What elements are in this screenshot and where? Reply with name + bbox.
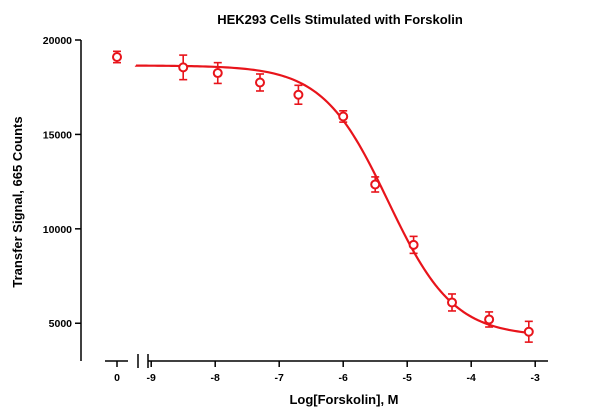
data-point <box>447 293 457 312</box>
data-point <box>293 84 304 105</box>
x-tick-label: -6 <box>339 372 348 384</box>
x-tick-label: -5 <box>403 372 412 384</box>
data-point <box>408 235 419 255</box>
y-tick-label: 5000 <box>49 318 73 330</box>
x-tick-label: -4 <box>467 372 476 384</box>
x-tick-label: -7 <box>275 372 284 384</box>
data-point <box>212 61 223 85</box>
y-axis-label: Transfer Signal, 665 Counts <box>10 116 25 287</box>
x-ticks: -9 -8 -7 -6 -5 -4 -3 <box>147 361 540 384</box>
chart-title: HEK293 Cells Stimulated with Forskolin <box>217 12 463 27</box>
data-point-marker <box>255 77 265 88</box>
data-point-marker <box>484 314 495 325</box>
data-point-marker <box>338 111 349 122</box>
x-tick-label: -3 <box>531 372 540 384</box>
plot-area <box>112 50 534 343</box>
data-point <box>255 73 265 92</box>
x-tick-label: -8 <box>211 372 220 384</box>
data-point <box>523 320 534 343</box>
fit-curve <box>134 64 529 334</box>
y-tick-label: 10000 <box>43 224 72 236</box>
data-point <box>338 110 349 123</box>
data-point-marker <box>408 239 419 250</box>
y-ticks: 5000 10000 15000 20000 <box>43 35 81 330</box>
y-axis: 5000 10000 15000 20000 <box>43 35 82 361</box>
data-point <box>178 54 189 81</box>
data-point <box>484 311 495 328</box>
data-point-marker <box>212 68 223 79</box>
data-point-marker <box>370 179 381 190</box>
y-tick-label: 15000 <box>43 129 72 141</box>
data-point <box>370 176 381 193</box>
data-point-marker <box>447 297 457 308</box>
x-axis: 0 -9 -8 -7 -6 -5 -4 -3 <box>105 354 548 384</box>
data-point-marker <box>178 62 189 73</box>
data-point-marker <box>523 326 534 337</box>
y-tick-label: 20000 <box>43 35 72 47</box>
data-point-zero <box>112 50 122 64</box>
x-tick-label: -9 <box>147 372 156 384</box>
data-point-marker <box>293 89 304 100</box>
x-axis-label: Log[Forskolin], M <box>289 392 398 407</box>
data-point-marker <box>112 51 122 62</box>
x-tick-label-zero: 0 <box>114 372 120 384</box>
